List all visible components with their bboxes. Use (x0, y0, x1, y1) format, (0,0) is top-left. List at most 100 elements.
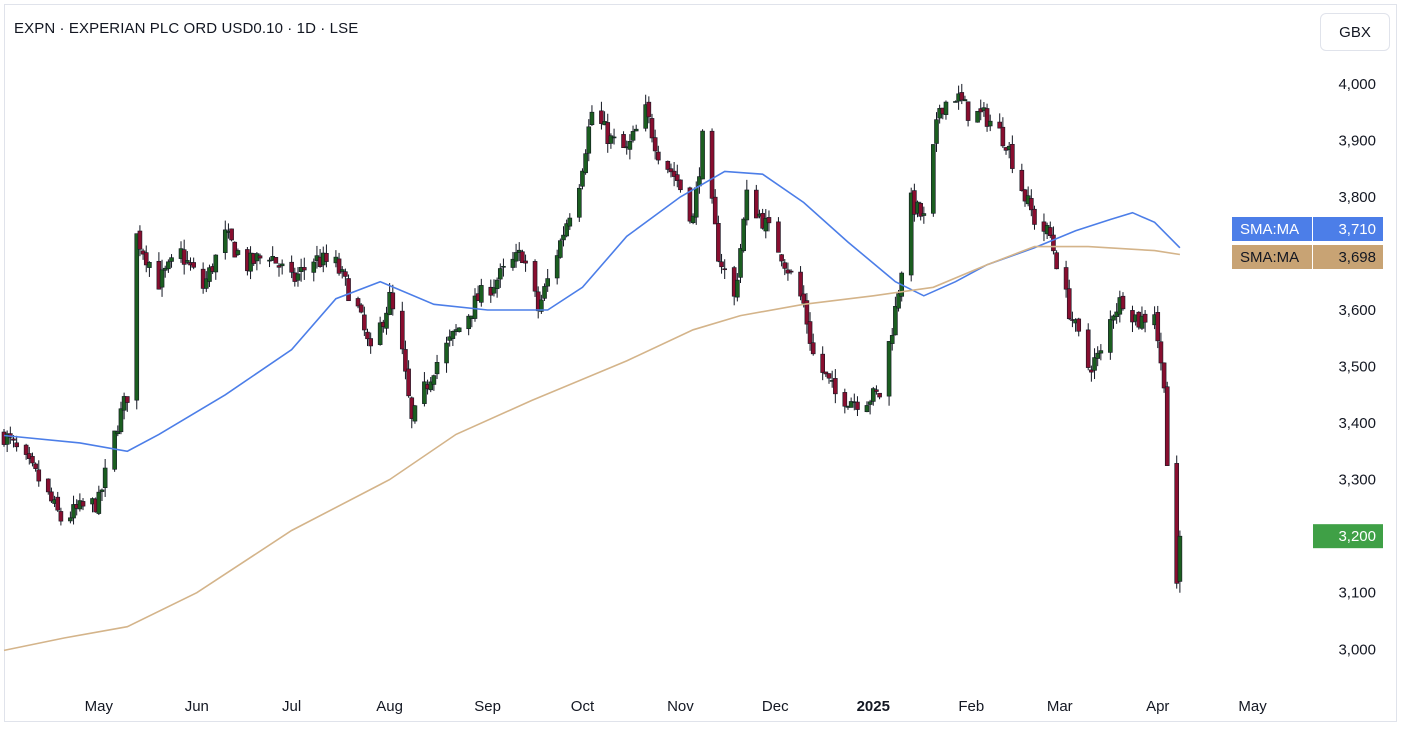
y-tick-label: 4,000 (1338, 76, 1376, 93)
candle-body (833, 378, 838, 395)
candle-body (358, 304, 364, 313)
candle-body (1019, 169, 1025, 191)
candle-body (886, 341, 892, 397)
x-tick-label: Sep (474, 698, 501, 715)
candle-body (842, 392, 848, 407)
candle-body (229, 228, 234, 241)
candle-body (798, 271, 803, 297)
y-tick-label: 3,900 (1338, 132, 1376, 149)
candle-body (434, 362, 440, 375)
candle-body (554, 255, 560, 279)
x-tick-label: Jun (185, 698, 209, 715)
candle-body (539, 299, 544, 312)
candle-body (80, 501, 86, 507)
chart-title: EXPN · EXPERIAN PLC ORD USD0.10 · 1D · L… (14, 20, 359, 37)
price-tag-label-bg (1232, 217, 1312, 241)
candle-body (1111, 315, 1116, 321)
candle-body (1076, 318, 1082, 332)
candle-body (580, 170, 585, 187)
candle-body (339, 269, 345, 272)
x-tick-label: Mar (1047, 698, 1073, 715)
candle-body (1120, 295, 1126, 310)
candle-body (346, 278, 351, 302)
candle-body (668, 168, 674, 173)
candle-body (276, 265, 282, 268)
candle-body (1066, 288, 1072, 320)
candle-body (975, 110, 980, 123)
candle-body (776, 221, 781, 253)
candle-body (491, 287, 497, 294)
x-tick-label: Dec (762, 698, 789, 715)
candle-body (690, 215, 696, 224)
candle-body (908, 192, 914, 276)
candle-body (273, 257, 279, 264)
sma-slow-line (3, 245, 1181, 652)
candle-body (931, 144, 936, 214)
candle-body (630, 131, 636, 141)
candle-body (953, 101, 958, 103)
candle-body (665, 160, 671, 170)
candle-body (343, 271, 348, 277)
candle-body (134, 233, 140, 401)
candle-body (1092, 357, 1097, 371)
candle-body (384, 312, 389, 329)
candle-body (222, 229, 228, 253)
candle-body (693, 187, 699, 218)
candle-body (652, 137, 658, 152)
candle-body (633, 128, 639, 132)
candle-body (1095, 352, 1100, 359)
candle-body (763, 218, 769, 232)
candle-body (1047, 227, 1053, 236)
candle-body (719, 261, 724, 268)
chart-frame (4, 4, 1397, 722)
price-tag-value: 3,698 (1338, 249, 1376, 266)
candle-body (896, 293, 901, 309)
candle-body (143, 252, 149, 266)
candle-body (497, 268, 503, 280)
candle-body (561, 234, 566, 241)
x-tick-label: Oct (571, 698, 595, 715)
candle-body (213, 254, 219, 273)
candle-body (848, 401, 854, 408)
candle-body (472, 295, 478, 319)
candle-body (431, 375, 437, 385)
candle-body (450, 330, 456, 339)
candle-body (185, 260, 190, 263)
candle-body (1177, 535, 1183, 582)
candle-body (801, 293, 807, 304)
candle-body (513, 252, 519, 262)
candle-body (68, 517, 73, 522)
candle-body (1142, 313, 1148, 323)
candle-body (501, 265, 506, 268)
candle-body (586, 126, 592, 154)
candle-body (877, 392, 882, 398)
x-tick-label: Aug (376, 698, 403, 715)
candle-body (112, 430, 117, 470)
candle-body (377, 322, 383, 345)
candle-body (181, 249, 187, 265)
candle-body (207, 267, 212, 282)
y-tick-label: 3,800 (1338, 189, 1376, 206)
candle-body (649, 118, 655, 139)
candle-body (399, 310, 405, 350)
candle-body (355, 298, 361, 307)
candle-body (678, 179, 683, 191)
candle-body (406, 368, 411, 397)
candle-body (466, 315, 471, 330)
candle-body (984, 108, 990, 127)
candle-body (279, 263, 285, 267)
candle-body (124, 396, 130, 403)
x-tick-label: Apr (1146, 698, 1169, 715)
y-tick-label: 3,500 (1338, 359, 1376, 376)
candle-body (232, 241, 238, 258)
x-tick-label: Feb (958, 698, 984, 715)
candle-body (362, 314, 367, 331)
price-tag-value-bg (1313, 524, 1383, 549)
candle-body (1161, 362, 1167, 389)
candle-body (712, 196, 718, 225)
candle-body (71, 504, 76, 519)
candle-body (169, 257, 174, 262)
currency-button[interactable]: GBX (1320, 13, 1390, 51)
candle-body (810, 342, 816, 355)
